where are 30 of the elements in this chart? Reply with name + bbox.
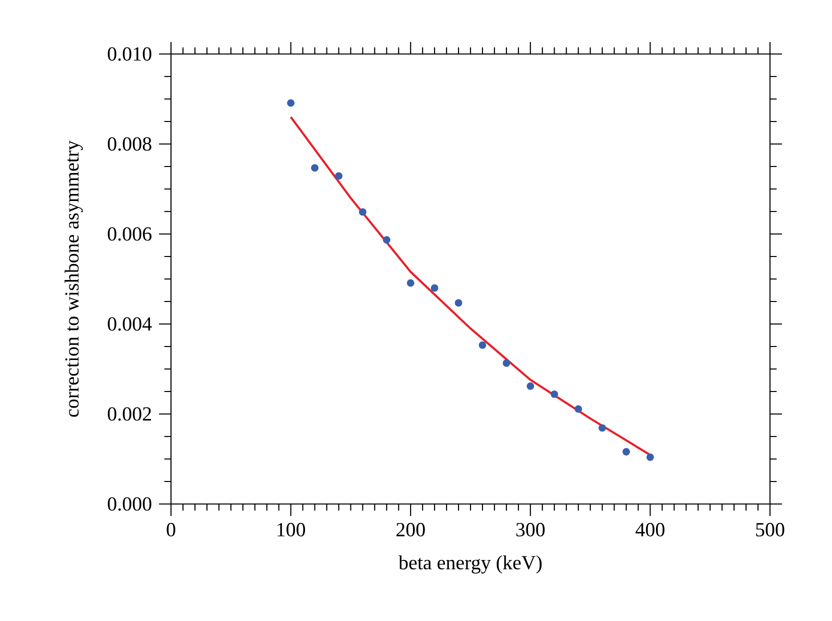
point <box>502 359 510 367</box>
x-tick-label: 0 <box>166 522 176 536</box>
y-tick-label: 0.004 <box>108 317 152 331</box>
x-tick-label: 200 <box>396 522 425 536</box>
point <box>526 382 534 390</box>
point <box>454 299 462 307</box>
y-tick-label: 0.006 <box>108 227 152 241</box>
point <box>646 453 654 461</box>
point <box>287 99 295 107</box>
point <box>358 208 366 216</box>
point <box>406 279 414 287</box>
x-tick-label: 100 <box>278 522 306 536</box>
point <box>622 448 630 456</box>
point <box>334 172 342 180</box>
y-tick-label: 0.002 <box>108 407 151 421</box>
point <box>311 164 318 172</box>
y-tick-label: 0.008 <box>108 137 152 151</box>
x-tick-label: 500 <box>756 522 784 536</box>
x-tick-label: 400 <box>636 522 664 536</box>
point <box>382 236 390 244</box>
y-tick-label: 0.010 <box>108 47 152 61</box>
point <box>574 405 582 413</box>
y-tick-label: 0.000 <box>108 497 152 511</box>
point <box>598 424 606 432</box>
point <box>430 284 438 292</box>
x-axis-title: beta energy (keV) <box>398 555 542 574</box>
y-axis-title: correction to wishbone asymmetry <box>64 140 83 417</box>
point <box>550 390 558 398</box>
point <box>478 341 486 349</box>
x-tick-label: 300 <box>516 522 545 536</box>
